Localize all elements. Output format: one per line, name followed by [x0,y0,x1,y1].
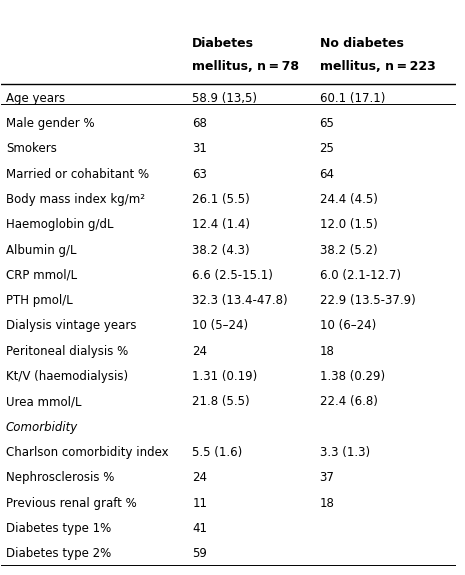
Text: Diabetes type 1%: Diabetes type 1% [6,522,111,535]
Text: mellitus, n = 78: mellitus, n = 78 [193,60,299,73]
Text: 18: 18 [319,345,334,358]
Text: mellitus, n = 223: mellitus, n = 223 [319,60,435,73]
Text: No diabetes: No diabetes [319,37,404,50]
Text: 32.3 (13.4-47.8): 32.3 (13.4-47.8) [193,294,288,307]
Text: 64: 64 [319,168,335,181]
Text: Body mass index kg/m²: Body mass index kg/m² [6,193,145,206]
Text: Diabetes type 2%: Diabetes type 2% [6,547,111,560]
Text: 3.3 (1.3): 3.3 (1.3) [319,446,370,459]
Text: Urea mmol/L: Urea mmol/L [6,396,81,408]
Text: Diabetes: Diabetes [193,37,254,50]
Text: Nephrosclerosis %: Nephrosclerosis % [6,472,114,484]
Text: 12.0 (1.5): 12.0 (1.5) [319,218,378,231]
Text: Kt/V (haemodialysis): Kt/V (haemodialysis) [6,370,128,383]
Text: 11: 11 [193,497,207,509]
Text: 22.9 (13.5-37.9): 22.9 (13.5-37.9) [319,294,415,307]
Text: 38.2 (5.2): 38.2 (5.2) [319,244,377,256]
Text: Haemoglobin g/dL: Haemoglobin g/dL [6,218,113,231]
Text: 1.31 (0.19): 1.31 (0.19) [193,370,258,383]
Text: 68: 68 [193,117,207,130]
Text: PTH pmol/L: PTH pmol/L [6,294,73,307]
Text: 18: 18 [319,497,334,509]
Text: Dialysis vintage years: Dialysis vintage years [6,320,136,332]
Text: 59: 59 [193,547,207,560]
Text: 25: 25 [319,143,334,155]
Text: 22.4 (6.8): 22.4 (6.8) [319,396,378,408]
Text: Male gender %: Male gender % [6,117,94,130]
Text: 65: 65 [319,117,334,130]
Text: Previous renal graft %: Previous renal graft % [6,497,137,509]
Text: 31: 31 [193,143,207,155]
Text: 12.4 (1.4): 12.4 (1.4) [193,218,250,231]
Text: 24: 24 [193,345,207,358]
Text: 1.38 (0.29): 1.38 (0.29) [319,370,385,383]
Text: 60.1 (17.1): 60.1 (17.1) [319,92,385,105]
Text: Married or cohabitant %: Married or cohabitant % [6,168,149,181]
Text: 37: 37 [319,472,334,484]
Text: Age years: Age years [6,92,65,105]
Text: 38.2 (4.3): 38.2 (4.3) [193,244,250,256]
Text: Comorbidity: Comorbidity [6,421,78,434]
Text: 6.0 (2.1-12.7): 6.0 (2.1-12.7) [319,269,401,282]
Text: 10 (5–24): 10 (5–24) [193,320,248,332]
Text: 6.6 (2.5-15.1): 6.6 (2.5-15.1) [193,269,273,282]
Text: 58.9 (13,5): 58.9 (13,5) [193,92,257,105]
Text: Peritoneal dialysis %: Peritoneal dialysis % [6,345,128,358]
Text: 21.8 (5.5): 21.8 (5.5) [193,396,250,408]
Text: 24: 24 [193,472,207,484]
Text: CRP mmol/L: CRP mmol/L [6,269,77,282]
Text: 26.1 (5.5): 26.1 (5.5) [193,193,250,206]
Text: 41: 41 [193,522,207,535]
Text: 24.4 (4.5): 24.4 (4.5) [319,193,378,206]
Text: 10 (6–24): 10 (6–24) [319,320,376,332]
Text: Charlson comorbidity index: Charlson comorbidity index [6,446,168,459]
Text: Albumin g/L: Albumin g/L [6,244,76,256]
Text: Smokers: Smokers [6,143,57,155]
Text: 5.5 (1.6): 5.5 (1.6) [193,446,243,459]
Text: 63: 63 [193,168,207,181]
